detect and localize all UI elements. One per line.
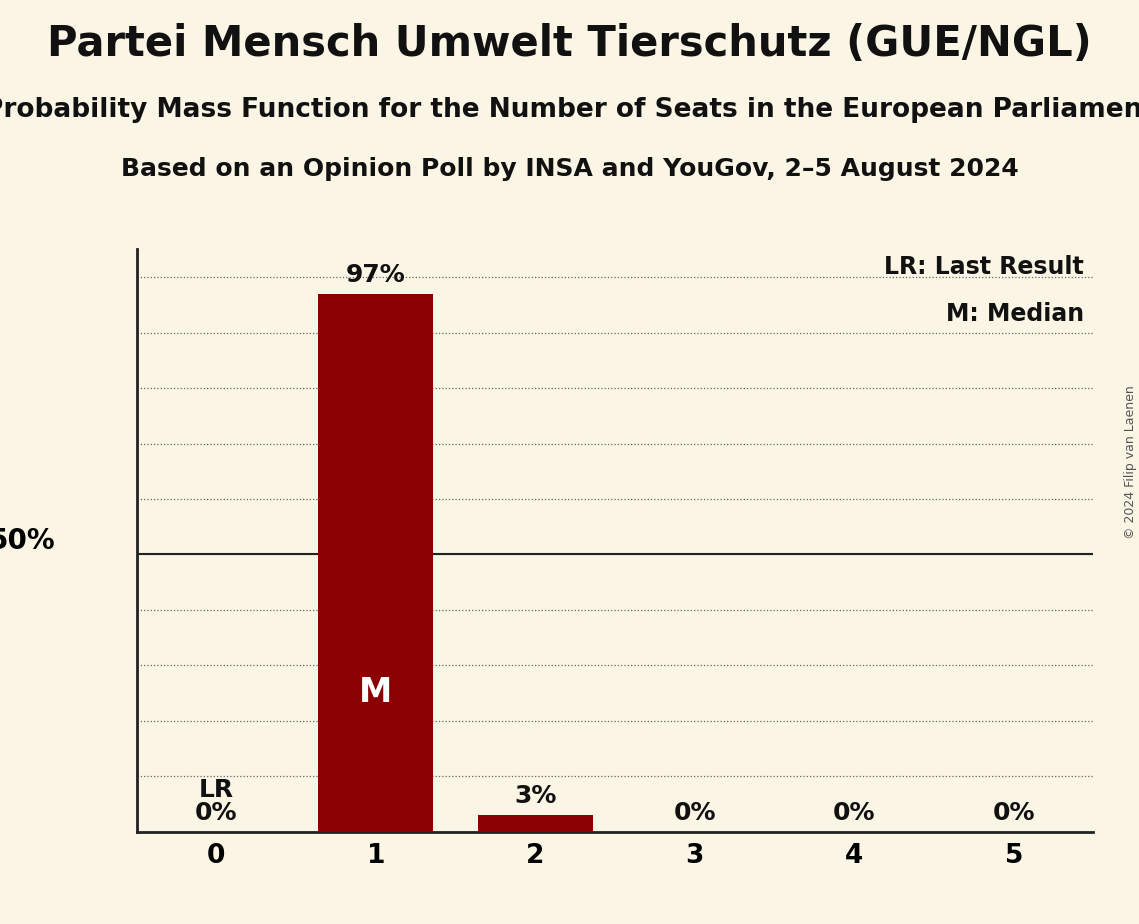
Text: Probability Mass Function for the Number of Seats in the European Parliament: Probability Mass Function for the Number… [0,97,1139,123]
Text: 0%: 0% [833,801,876,825]
Bar [478,815,592,832]
Text: © 2024 Filip van Laenen: © 2024 Filip van Laenen [1124,385,1137,539]
Text: 0%: 0% [195,801,238,825]
Text: 50%: 50% [0,527,56,554]
Text: LR: Last Result: LR: Last Result [884,255,1084,279]
Bar [319,294,433,832]
Text: 97%: 97% [346,262,405,286]
Text: 0%: 0% [673,801,716,825]
Text: 3%: 3% [514,784,557,808]
Text: 0%: 0% [992,801,1035,825]
Text: M: M [359,676,393,710]
Text: Based on an Opinion Poll by INSA and YouGov, 2–5 August 2024: Based on an Opinion Poll by INSA and You… [121,157,1018,181]
Text: Partei Mensch Umwelt Tierschutz (GUE/NGL): Partei Mensch Umwelt Tierschutz (GUE/NGL… [47,23,1092,65]
Text: M: Median: M: Median [945,302,1084,326]
Text: LR: LR [199,778,233,802]
